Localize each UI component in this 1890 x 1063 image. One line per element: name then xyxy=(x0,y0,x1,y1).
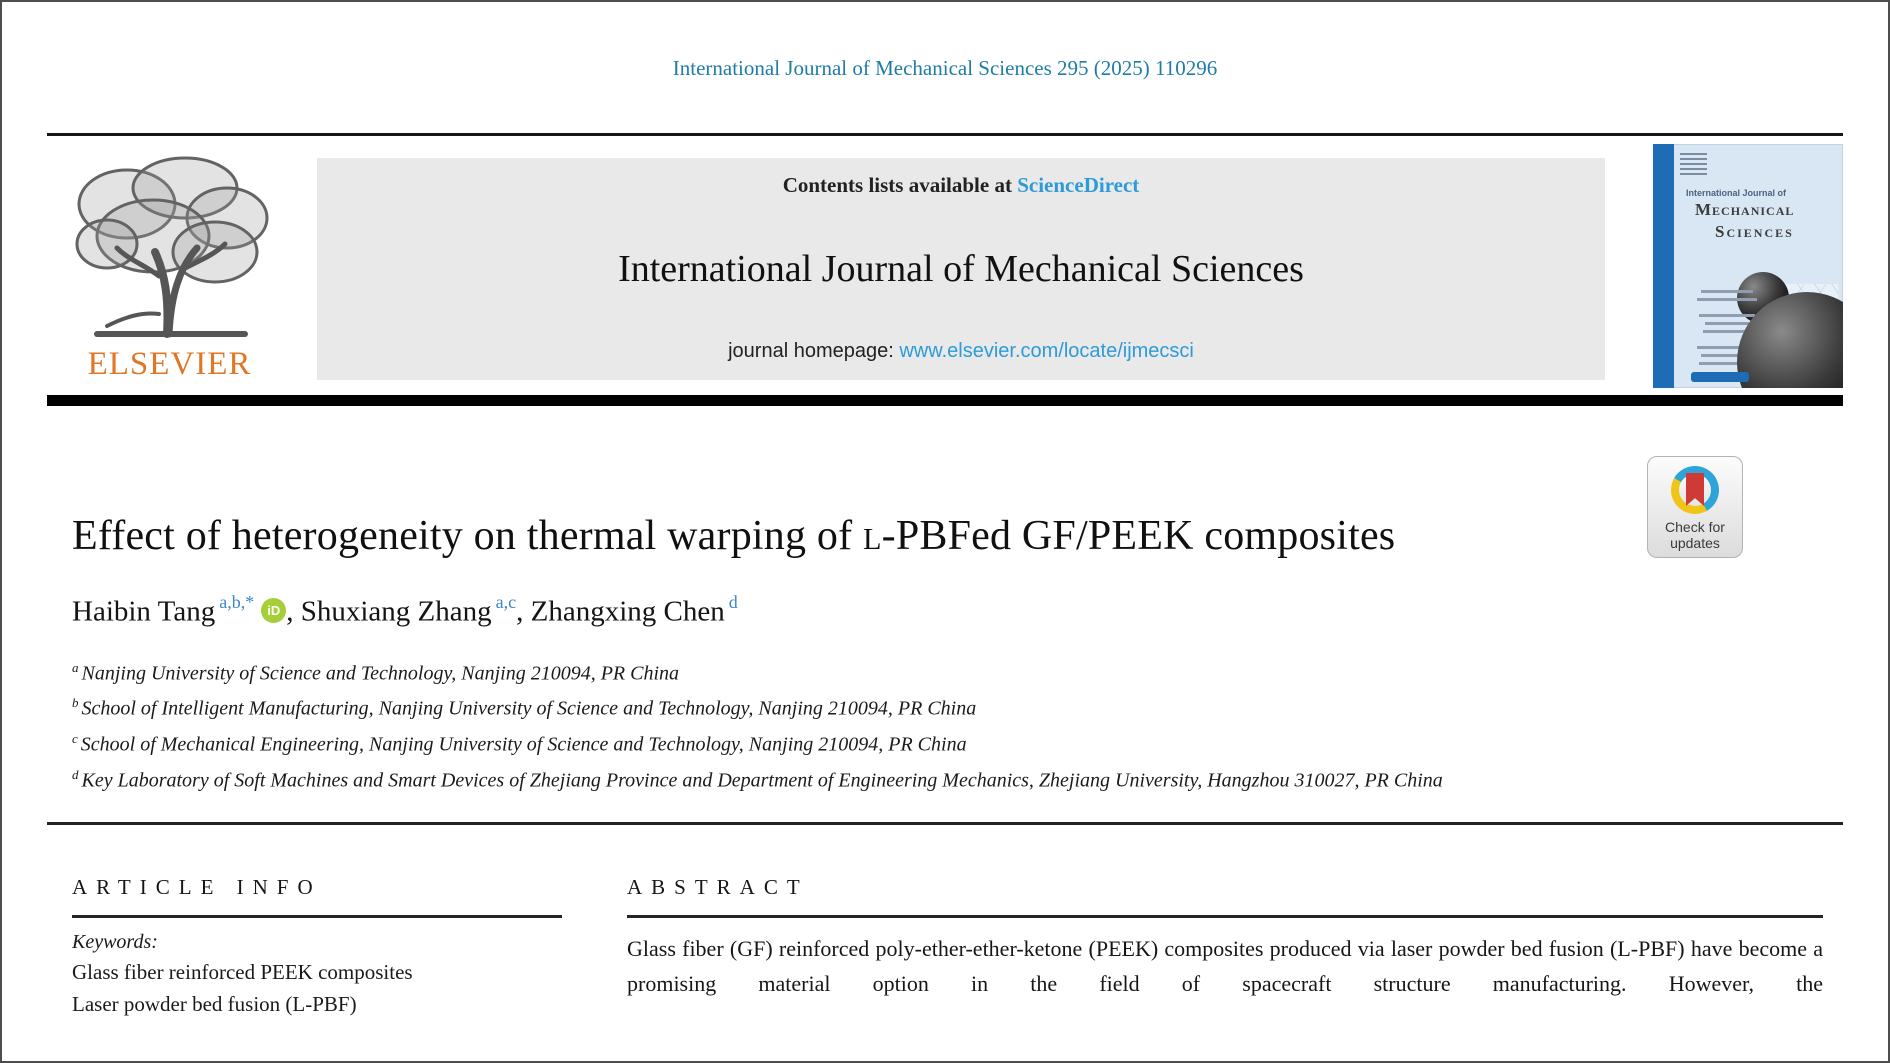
affiliation-superscript: d xyxy=(72,766,79,782)
abstract-column: ABSTRACT Glass fiber (GF) reinforced pol… xyxy=(627,875,1823,1017)
elsevier-wordmark: ELSEVIER xyxy=(87,346,252,382)
orcid-icon[interactable]: iD xyxy=(261,597,287,623)
check-updates-badge[interactable]: Check for updates xyxy=(1647,456,1743,558)
affiliation-text: School of Mechanical Engineering, Nanjin… xyxy=(80,733,967,756)
cover-editor-line xyxy=(1701,354,1753,357)
journal-banner: Contents lists available at ScienceDirec… xyxy=(317,158,1605,380)
badge-label-line1: Check for xyxy=(1665,519,1725,535)
homepage-prefix: journal homepage: xyxy=(728,340,900,362)
affiliation-item: a Nanjing University of Science and Techn… xyxy=(72,653,1843,689)
header-top-rule xyxy=(47,133,1843,136)
title-row: Effect of heterogeneity on thermal warpi… xyxy=(72,456,1843,560)
section-divider xyxy=(47,822,1843,826)
affiliation-superscript: c xyxy=(72,730,78,746)
homepage-link[interactable]: www.elsevier.com/locate/ijmecsci xyxy=(899,340,1194,362)
sciencedirect-link[interactable]: ScienceDirect xyxy=(1017,173,1140,197)
cover-title-line1: Mechanical xyxy=(1695,200,1795,219)
article-title: Effect of heterogeneity on thermal warpi… xyxy=(72,512,1395,560)
affiliation-item: b School of Intelligent Manufacturing, Na… xyxy=(72,688,1843,724)
affiliation-superscript: a xyxy=(72,659,79,675)
author-name: Zhangxing Chen xyxy=(530,595,725,628)
affiliation-text: School of Intelligent Manufacturing, Nan… xyxy=(81,697,977,720)
header-divider-bar xyxy=(47,395,1843,406)
article-info-rule xyxy=(72,915,562,919)
cover-publisher-tag xyxy=(1691,372,1749,382)
abstract-rule xyxy=(627,915,1823,919)
author-superscript[interactable]: a,c xyxy=(495,592,517,612)
contents-line-prefix: Contents lists available at xyxy=(782,173,1018,197)
author-name: Haibin Tang xyxy=(72,595,216,628)
article-info-column: ARTICLE INFO Keywords: Glass fiber reinf… xyxy=(72,875,562,1017)
cover-editor-line xyxy=(1705,322,1749,325)
author-separator: , xyxy=(286,595,294,628)
keyword-item: Laser powder bed fusion (L-PBF) xyxy=(72,992,357,1017)
authors-line: Haibin Tang a,b,* iD, Shuxiang Zhang a,c, Z… xyxy=(72,592,1843,629)
author-superscript[interactable]: a,b,* xyxy=(219,592,255,612)
affiliation-text: Key Laboratory of Soft Machines and Smar… xyxy=(81,769,1443,792)
author-separator: , xyxy=(516,595,524,628)
homepage-line: journal homepage: www.elsevier.com/locat… xyxy=(728,340,1194,363)
cover-series-line: International Journal of xyxy=(1686,188,1787,198)
badge-label-line2: updates xyxy=(1670,535,1720,552)
journal-cover-thumbnail[interactable]: International Journal of Mechanical Scie… xyxy=(1653,144,1843,388)
banner-journal-title: International Journal of Mechanical Scie… xyxy=(618,248,1304,290)
contents-line: Contents lists available at ScienceDirec… xyxy=(783,173,1140,198)
article-info-heading: ARTICLE INFO xyxy=(72,875,322,900)
author-superscript[interactable]: d xyxy=(728,592,738,612)
affiliation-superscript: b xyxy=(72,695,79,711)
cover-spine xyxy=(1653,144,1674,388)
article-title-post: -PBFed GF/PEEK composites xyxy=(881,513,1396,559)
cover-title-line2: Sciences xyxy=(1715,222,1794,241)
affiliation-text: Nanjing University of Science and Techno… xyxy=(81,662,680,685)
keyword-item: Glass fiber reinforced PEEK composites xyxy=(72,960,413,985)
abstract-text: Glass fiber (GF) reinforced poly-ether-e… xyxy=(627,936,1823,997)
elsevier-tree-icon xyxy=(75,156,268,338)
cover-editor-line xyxy=(1697,346,1757,349)
article-title-smallcap: L xyxy=(862,522,882,556)
cover-editor-line xyxy=(1701,290,1753,293)
cover-editor-line xyxy=(1703,330,1751,333)
bookmark-icon xyxy=(1686,473,1704,506)
citation-line: International Journal of Mechanical Scie… xyxy=(672,56,1218,80)
cover-editor-line xyxy=(1699,362,1755,365)
badge-label: Check for updates xyxy=(1665,519,1725,551)
article-title-pre: Effect of heterogeneity on thermal warpi… xyxy=(72,513,863,559)
elsevier-logo[interactable]: ELSEVIER xyxy=(47,142,292,386)
cover-editor-line xyxy=(1699,314,1755,317)
journal-header: ELSEVIER Contents lists available at Sci… xyxy=(47,142,1843,388)
update-ring-icon xyxy=(1671,466,1719,514)
abstract-heading: ABSTRACT xyxy=(627,875,809,900)
author-name: Shuxiang Zhang xyxy=(300,595,492,628)
cover-editor-line xyxy=(1697,298,1757,301)
affiliation-item: d Key Laboratory of Soft Machines and Sma… xyxy=(72,760,1843,796)
affiliation-list: a Nanjing University of Science and Techn… xyxy=(72,653,1843,796)
info-abstract-section: ARTICLE INFO Keywords: Glass fiber reinf… xyxy=(72,875,1823,1017)
cover-issn-icon xyxy=(1680,153,1707,177)
keywords-label: Keywords: xyxy=(72,931,158,954)
affiliation-item: c School of Mechanical Engineering, Nanji… xyxy=(72,724,1843,760)
